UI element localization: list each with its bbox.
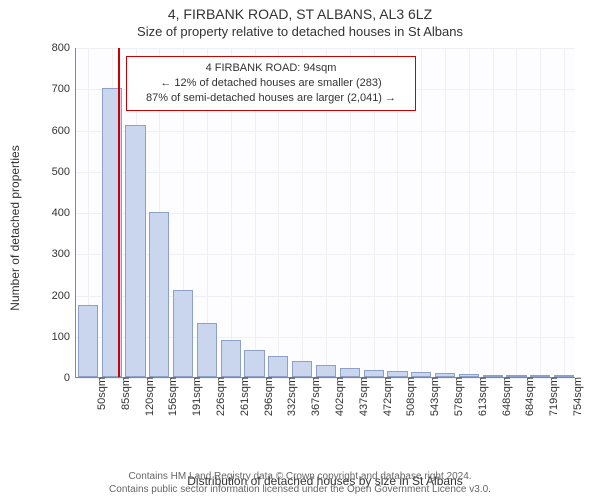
footer-attribution: Contains HM Land Registry data © Crown c… bbox=[0, 470, 600, 496]
histogram-bar bbox=[197, 323, 217, 377]
y-tick-label: 400 bbox=[52, 207, 76, 219]
chart-title: 4, FIRBANK ROAD, ST ALBANS, AL3 6LZ bbox=[0, 6, 600, 22]
x-tick-label: 754sqm bbox=[568, 377, 584, 416]
y-tick-label: 600 bbox=[52, 125, 76, 137]
x-tick-label: 437sqm bbox=[354, 377, 370, 416]
y-tick-label: 0 bbox=[64, 372, 76, 384]
x-tick-label: 543sqm bbox=[425, 377, 441, 416]
x-tick-label: 402sqm bbox=[330, 377, 346, 416]
plot-area: 010020030040050060070080050sqm85sqm120sq… bbox=[75, 48, 575, 378]
annotation-line-1: 4 FIRBANK ROAD: 94sqm bbox=[135, 61, 407, 76]
histogram-bar bbox=[125, 125, 145, 377]
y-tick-label: 700 bbox=[52, 83, 76, 95]
histogram-bar bbox=[78, 305, 98, 377]
histogram-bar bbox=[340, 368, 360, 377]
x-tick-label: 156sqm bbox=[163, 377, 179, 416]
footer-line-2: Contains public sector information licen… bbox=[0, 483, 600, 496]
x-tick-label: 50sqm bbox=[92, 377, 108, 410]
y-tick-label: 100 bbox=[52, 331, 76, 343]
histogram-bar bbox=[244, 350, 264, 377]
x-tick-label: 261sqm bbox=[235, 377, 251, 416]
histogram-bar bbox=[364, 370, 384, 377]
histogram-bar bbox=[292, 361, 312, 378]
x-tick-label: 613sqm bbox=[473, 377, 489, 416]
x-tick-label: 367sqm bbox=[306, 377, 322, 416]
x-tick-label: 191sqm bbox=[187, 377, 203, 416]
histogram-bar bbox=[221, 340, 241, 377]
chart-header: 4, FIRBANK ROAD, ST ALBANS, AL3 6LZ Size… bbox=[0, 0, 600, 39]
x-tick-label: 120sqm bbox=[140, 377, 156, 416]
y-tick-label: 800 bbox=[52, 42, 76, 54]
y-tick-label: 300 bbox=[52, 248, 76, 260]
x-tick-label: 226sqm bbox=[211, 377, 227, 416]
annotation-box: 4 FIRBANK ROAD: 94sqm ← 12% of detached … bbox=[126, 56, 416, 111]
x-tick-label: 85sqm bbox=[116, 377, 132, 410]
x-tick-label: 719sqm bbox=[544, 377, 560, 416]
chart-subtitle: Size of property relative to detached ho… bbox=[0, 24, 600, 39]
footer-line-1: Contains HM Land Registry data © Crown c… bbox=[0, 470, 600, 483]
x-tick-label: 508sqm bbox=[401, 377, 417, 416]
x-tick-label: 578sqm bbox=[449, 377, 465, 416]
y-tick-label: 500 bbox=[52, 166, 76, 178]
property-marker-line bbox=[118, 48, 120, 377]
histogram-bar bbox=[149, 212, 169, 377]
x-tick-label: 684sqm bbox=[520, 377, 536, 416]
annotation-line-2: ← 12% of detached houses are smaller (28… bbox=[135, 76, 407, 91]
x-tick-label: 296sqm bbox=[259, 377, 275, 416]
annotation-line-3: 87% of semi-detached houses are larger (… bbox=[135, 91, 407, 106]
histogram-bar bbox=[268, 356, 288, 377]
x-tick-label: 648sqm bbox=[497, 377, 513, 416]
x-tick-label: 472sqm bbox=[378, 377, 394, 416]
y-axis-label: Number of detached properties bbox=[8, 145, 22, 310]
histogram-chart: Number of detached properties 0100200300… bbox=[45, 48, 575, 408]
x-tick-label: 332sqm bbox=[282, 377, 298, 416]
histogram-bar bbox=[173, 290, 193, 377]
histogram-bar bbox=[316, 365, 336, 377]
y-tick-label: 200 bbox=[52, 290, 76, 302]
